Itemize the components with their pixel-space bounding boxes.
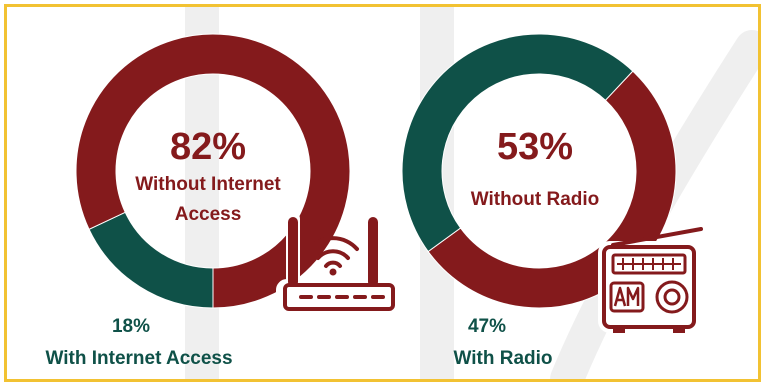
outside-percent-with-radio: 47% xyxy=(468,316,506,337)
donut-charts: 82% Without Internet Access 53% Without … xyxy=(45,7,758,379)
infographic-frame: 82% Without Internet Access 53% Without … xyxy=(4,4,761,382)
center-percent-without-internet: 82% xyxy=(170,126,246,168)
outside-label-with-internet: With Internet Access xyxy=(45,348,232,369)
wifi-router-icon xyxy=(276,212,400,315)
center-label-without-radio: Without Radio xyxy=(471,189,600,210)
outside-label-with-radio: With Radio xyxy=(453,348,552,369)
center-percent-without-radio: 53% xyxy=(497,126,573,168)
center-label-without-internet-line2: Access xyxy=(175,204,242,225)
donut-internet-access xyxy=(75,33,351,309)
am-radio-icon xyxy=(598,227,703,333)
slice-with-radio xyxy=(401,33,634,253)
slice-without-internet-access xyxy=(75,33,351,309)
outside-percent-with-internet: 18% xyxy=(112,316,150,337)
center-label-without-internet-line1: Without Internet xyxy=(135,174,281,195)
